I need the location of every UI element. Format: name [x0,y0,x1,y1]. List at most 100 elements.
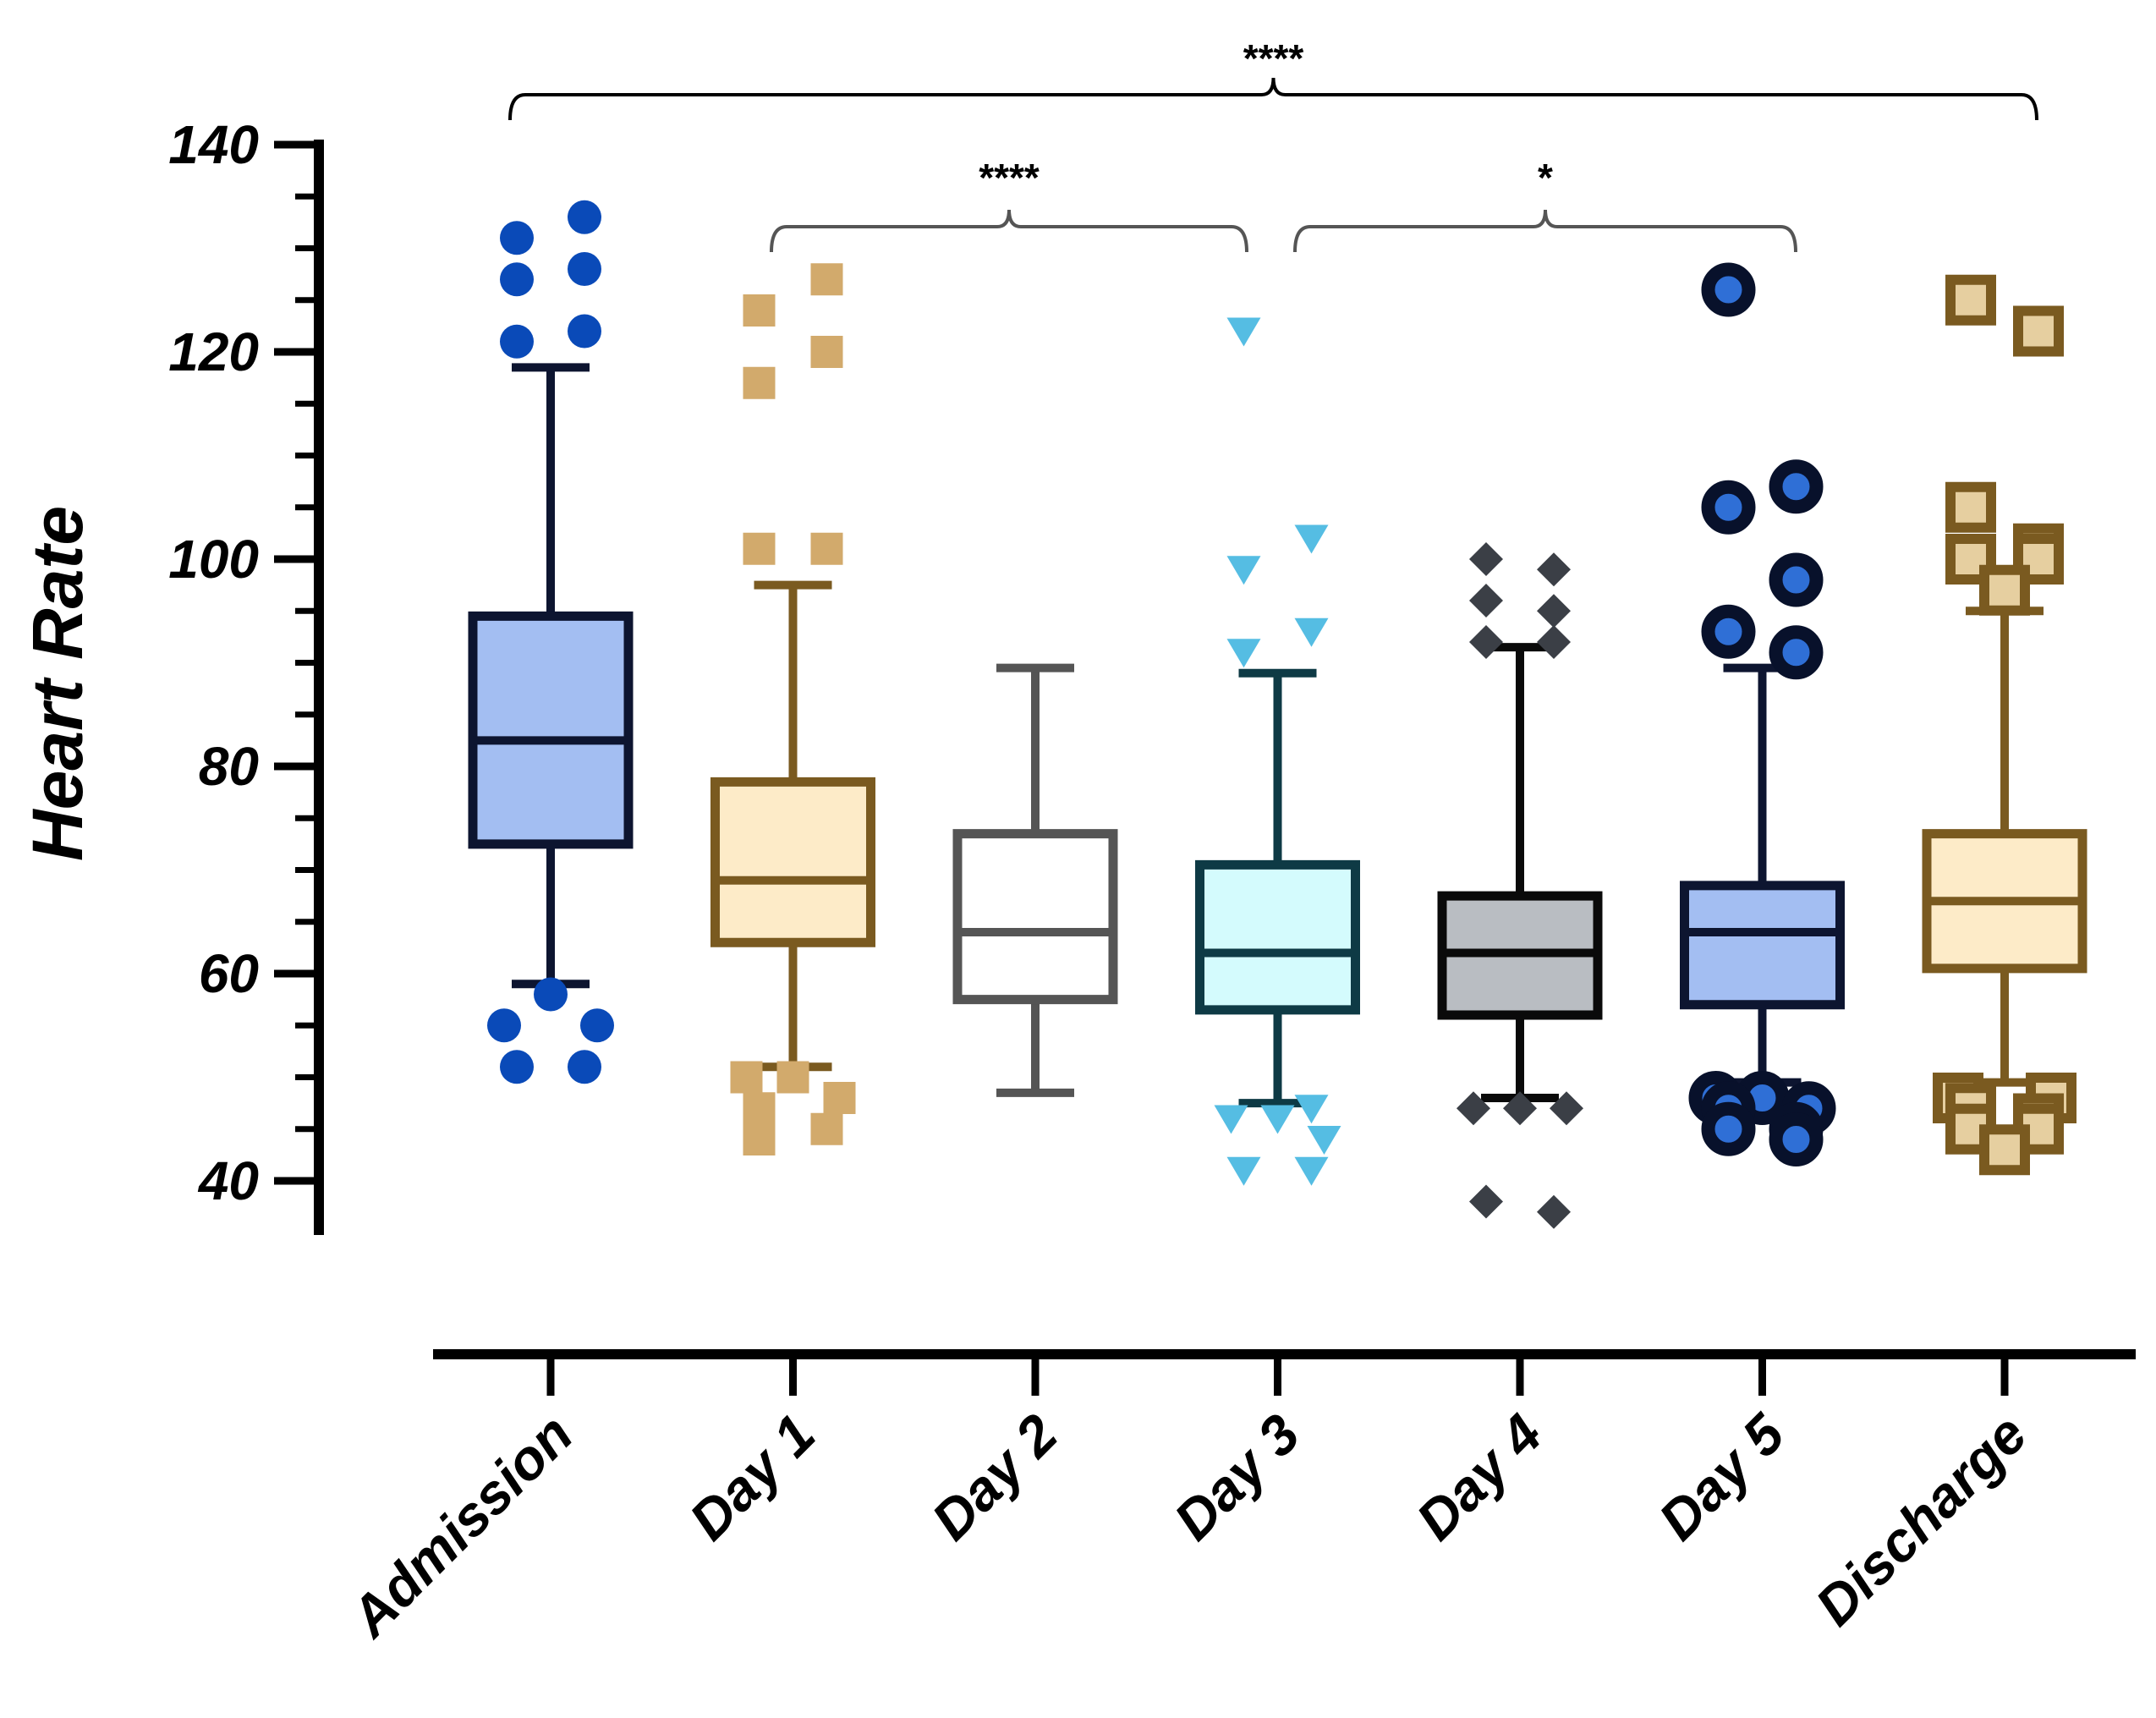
outlier-point [810,532,843,565]
outlier-point [1769,1112,1824,1166]
y-tick-label: 140 [168,114,259,175]
outlier-point [1550,1091,1583,1126]
outlier-point [1294,617,1329,647]
outlier-point [743,366,776,399]
outlier-point [1307,1126,1341,1155]
outlier-point [1469,625,1503,659]
outlier-group-day-5 [1688,262,1836,1166]
outlier-point [1260,1105,1295,1134]
outlier-point [1469,1184,1503,1219]
outlier-point [1469,542,1503,576]
outlier-point [2013,305,2064,357]
outlier-point [487,1008,521,1043]
boxes [468,363,2087,1108]
outlier-point [1469,584,1503,617]
y-axis-label: Heart Rate [18,506,97,861]
outlier-point [1701,480,1756,535]
outlier-point [568,1050,601,1084]
y-axis: 40 60 80 100 120 140 [168,114,324,1235]
outlier-point [1226,556,1261,585]
outlier-point [1214,1105,1248,1134]
bracket-line [508,77,2038,121]
outlier-point [1503,1091,1537,1126]
outlier-group-day-4 [1457,542,1583,1229]
outlier-point [1537,1194,1571,1229]
outlier-point [1945,274,1996,326]
outlier-point [1945,481,1996,533]
outlier-point [1294,1095,1329,1124]
outlier-point [1769,459,1824,514]
outlier-point [1769,625,1824,680]
box-iqr [710,777,875,947]
outlier-point [810,263,843,296]
y-tick-label: 100 [168,529,259,590]
box-group-day-4 [1437,643,1603,1102]
outlier-point [743,294,776,327]
outlier-point [1537,594,1571,628]
outlier-point [743,1123,776,1155]
outlier-group-day-1 [730,263,856,1155]
outlier-point [580,1008,614,1043]
outlier-point [568,314,601,349]
significance-label: **** [979,156,1040,200]
box-iqr [1680,881,1845,1010]
y-tick-label: 120 [168,321,259,382]
box-group-day-3 [1195,668,1360,1108]
outlier-group-day-3 [1214,317,1341,1186]
outlier-point [1701,604,1756,659]
significance-label: **** [1243,36,1304,80]
outlier-point [534,977,568,1012]
bracket-line [770,209,1248,253]
outlier-point [743,532,776,565]
x-tick-label: Day 4 [1404,1402,1554,1552]
outlier-point [1769,552,1824,607]
x-tick-label: Admission [337,1402,584,1649]
outlier-point [568,200,601,234]
outlier-point [1226,317,1261,347]
outlier-point [743,1092,776,1125]
x-tick-label: Day 1 [678,1402,827,1552]
outlier-group-admission [487,200,614,1084]
outlier-point [1294,1156,1329,1186]
box-group-discharge [1922,607,2087,1087]
significance-bracket: **** [508,36,2038,121]
box-group-day-1 [710,580,875,1072]
y-tick-label: 60 [199,943,259,1004]
outlier-point [1701,262,1756,317]
outlier-point [810,336,843,368]
outlier-point [776,1061,809,1094]
x-axis: Admission Day 1 Day 2 Day 3 Day 4 Day 5 Discha… [337,1349,2136,1649]
y-tick-label: 80 [199,736,259,797]
outlier-point [500,221,534,255]
x-tick-label: Day 5 [1647,1402,1797,1552]
significance-label: * [1538,156,1553,200]
outlier-point [1457,1091,1490,1126]
box-group-admission [468,363,634,989]
box-iqr [1195,859,1360,1015]
box-iqr [952,829,1118,1005]
outlier-point [1294,524,1329,554]
outlier-point [823,1082,856,1114]
outlier-point [810,1112,843,1145]
outlier-group-discharge [1933,274,2076,1176]
outlier-point [568,252,601,286]
significance-brackets: ******** * [508,36,2038,253]
outliers [487,200,2076,1229]
x-tick-label: Day 3 [1162,1402,1312,1552]
significance-bracket: * [1293,156,1797,253]
outlier-point [1226,639,1261,668]
outlier-point [1537,625,1571,659]
box-group-day-5 [1680,663,1845,1087]
box-iqr [468,611,634,849]
outlier-point [1537,552,1571,587]
box-group-day-2 [952,663,1118,1097]
outlier-point [730,1061,763,1094]
outlier-point [1945,534,1996,585]
bracket-line [1293,209,1797,253]
outlier-point [1979,564,2030,616]
outlier-point [500,324,534,359]
significance-bracket: **** [770,156,1248,253]
x-tick-label: Day 2 [919,1402,1069,1551]
y-tick-label: 40 [197,1150,259,1211]
